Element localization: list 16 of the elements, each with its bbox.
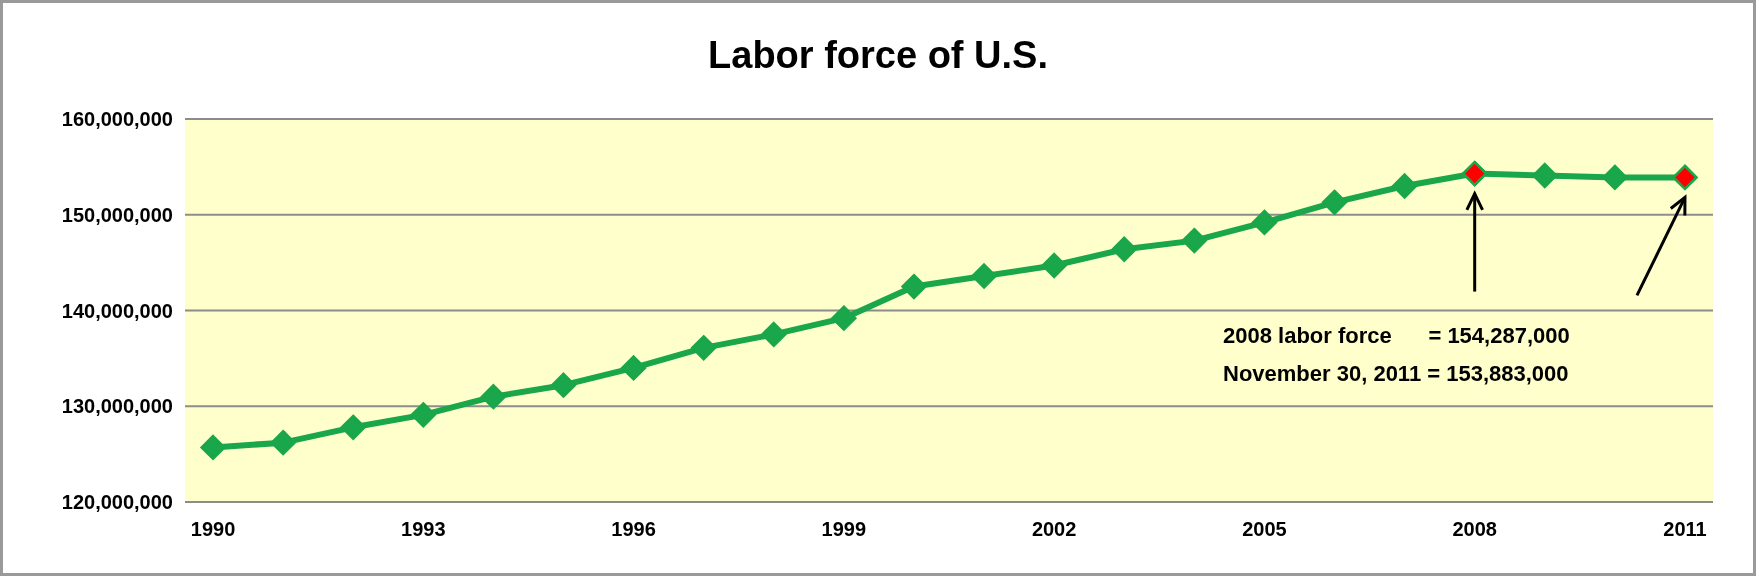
y-tick-label: 160,000,000 bbox=[61, 108, 173, 130]
y-tick-label: 150,000,000 bbox=[61, 203, 173, 226]
y-tick-label: 130,000,000 bbox=[61, 395, 173, 418]
annotation: 2008 labor force = 154,287,000 bbox=[1223, 323, 1570, 348]
x-tick-label: 2008 bbox=[1452, 518, 1497, 540]
chart-title: Labor force of U.S. bbox=[708, 34, 1048, 76]
x-tick-label: 2005 bbox=[1242, 518, 1287, 540]
y-tick-label: 140,000,000 bbox=[61, 299, 173, 322]
x-tick-label: 2002 bbox=[1031, 518, 1077, 540]
x-tick-label: 1993 bbox=[401, 518, 446, 540]
x-tick-label: 2011 bbox=[1663, 518, 1707, 540]
x-tick-label: 1999 bbox=[821, 518, 867, 540]
y-tick-label: 120,000,000 bbox=[61, 491, 173, 513]
x-tick-label: 1990 bbox=[190, 518, 236, 540]
x-tick-label: 1996 bbox=[611, 518, 656, 540]
annotation: November 30, 2011 = 153,883,000 bbox=[1223, 361, 1569, 386]
